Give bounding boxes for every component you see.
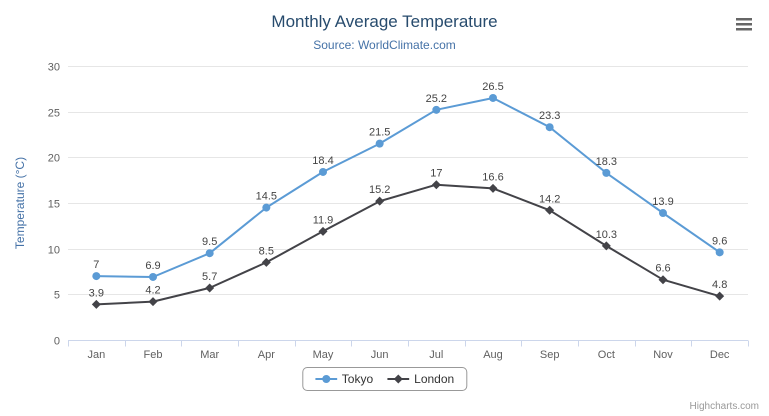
x-category-label: Jan <box>87 349 105 361</box>
point-london-dec[interactable] <box>715 291 725 301</box>
point-tokyo-nov[interactable] <box>659 209 667 218</box>
point-london-aug[interactable] <box>488 183 498 193</box>
data-label-london: 14.2 <box>539 193 560 205</box>
y-tick-label: 5 <box>54 290 60 302</box>
data-label-tokyo: 14.5 <box>256 191 277 203</box>
y-tick-label: 25 <box>48 108 60 120</box>
point-london-feb[interactable] <box>148 297 158 307</box>
x-category-label: Nov <box>653 349 673 361</box>
point-london-jul[interactable] <box>431 180 441 190</box>
y-tick-label: 20 <box>48 153 60 165</box>
point-tokyo-mar[interactable] <box>205 249 214 258</box>
point-london-jun[interactable] <box>375 196 385 206</box>
credits-link[interactable]: Highcharts.com <box>689 401 759 412</box>
data-label-tokyo: 13.9 <box>652 196 673 208</box>
x-category-label: Mar <box>200 349 219 361</box>
data-label-london: 8.5 <box>259 245 274 257</box>
x-category-label: Dec <box>710 349 730 361</box>
point-tokyo-dec[interactable] <box>715 248 724 257</box>
y-tick-label: 10 <box>48 245 60 257</box>
legend-label-tokyo: Tokyo <box>341 372 374 386</box>
point-london-may[interactable] <box>318 226 328 236</box>
data-label-tokyo: 18.3 <box>596 156 617 168</box>
data-label-london: 11.9 <box>313 214 334 226</box>
point-london-sep[interactable] <box>545 205 555 215</box>
point-tokyo-jan[interactable] <box>92 272 101 281</box>
x-category-label: Aug <box>483 349 503 361</box>
hamburger-icon <box>736 18 752 31</box>
data-label-london: 10.3 <box>596 229 617 241</box>
point-london-apr[interactable] <box>261 257 271 267</box>
data-label-tokyo: 21.5 <box>369 127 390 139</box>
data-label-tokyo: 9.6 <box>712 235 727 247</box>
point-tokyo-oct[interactable] <box>602 168 611 177</box>
point-london-jan[interactable] <box>91 299 101 309</box>
chart-subtitle: Source: WorldClimate.com <box>313 38 456 52</box>
x-category-label: Apr <box>258 349 275 361</box>
series-line-london <box>95 183 721 306</box>
legend-item-london[interactable]: London <box>387 372 454 386</box>
x-category-label: Sep <box>540 349 560 361</box>
x-category-label: May <box>313 349 334 361</box>
legend: Tokyo London <box>301 367 468 391</box>
y-tick-label: 15 <box>48 199 60 211</box>
point-tokyo-jul[interactable] <box>432 105 441 114</box>
data-label-london: 5.7 <box>202 271 217 283</box>
x-category-label: Oct <box>598 349 615 361</box>
legend-label-london: London <box>414 372 455 386</box>
data-label-tokyo: 6.9 <box>145 260 160 272</box>
export-menu-button[interactable] <box>731 14 757 36</box>
data-label-london: 4.8 <box>712 279 727 291</box>
data-label-london: 17 <box>430 168 442 180</box>
point-tokyo-may[interactable] <box>319 167 327 176</box>
data-label-tokyo: 26.5 <box>482 81 503 93</box>
legend-marker-circle-icon <box>314 375 337 383</box>
data-label-london: 15.2 <box>369 184 390 196</box>
y-axis-title: Temperature (°C) <box>13 157 27 249</box>
data-label-tokyo: 9.5 <box>202 236 217 248</box>
point-tokyo-jun[interactable] <box>375 139 384 148</box>
data-label-tokyo: 25.2 <box>426 93 447 105</box>
data-label-tokyo: 18.4 <box>312 155 333 167</box>
data-label-london: 16.6 <box>482 171 503 183</box>
x-category-label: Jul <box>429 349 443 361</box>
y-tick-label: 30 <box>48 62 60 74</box>
y-tick-label: 0 <box>54 336 60 348</box>
data-label-london: 6.6 <box>655 263 670 275</box>
point-tokyo-sep[interactable] <box>545 123 554 132</box>
series-line-tokyo <box>95 97 721 278</box>
point-tokyo-apr[interactable] <box>262 203 271 212</box>
point-london-oct[interactable] <box>601 241 611 251</box>
point-tokyo-aug[interactable] <box>489 93 497 102</box>
point-london-mar[interactable] <box>205 283 215 293</box>
data-label-london: 4.2 <box>145 285 160 297</box>
chart-title: Monthly Average Temperature <box>271 12 498 31</box>
x-category-label: Jun <box>371 349 389 361</box>
legend-item-tokyo[interactable]: Tokyo <box>314 372 374 386</box>
data-label-tokyo: 7 <box>93 259 99 271</box>
legend-marker-diamond-icon <box>387 374 410 384</box>
data-label-tokyo: 23.3 <box>539 110 560 122</box>
x-category-label: Feb <box>144 349 163 361</box>
point-tokyo-feb[interactable] <box>149 272 157 281</box>
data-label-london: 3.9 <box>89 287 104 299</box>
point-london-nov[interactable] <box>658 275 668 285</box>
